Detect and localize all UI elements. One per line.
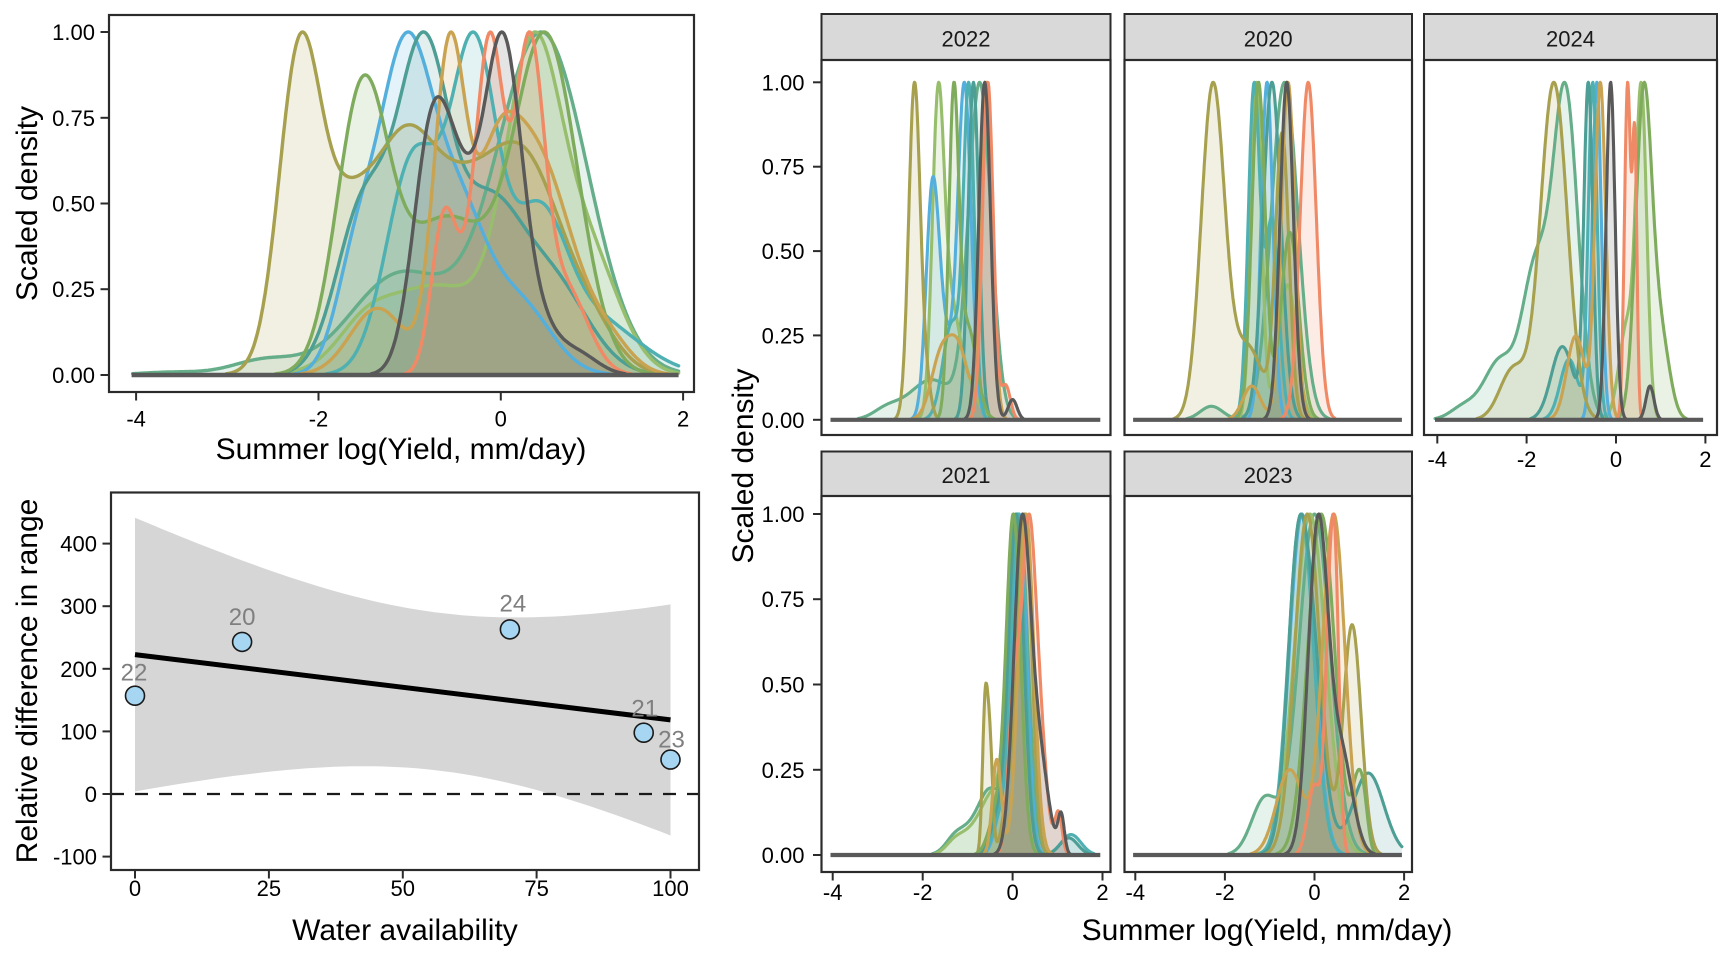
svg-text:Water availability: Water availability <box>292 914 518 947</box>
svg-text:100: 100 <box>652 876 689 901</box>
svg-text:0.50: 0.50 <box>762 239 805 264</box>
svg-text:-2: -2 <box>1517 447 1537 472</box>
svg-text:0: 0 <box>1610 447 1622 472</box>
svg-text:-2: -2 <box>1215 880 1235 905</box>
svg-text:0.75: 0.75 <box>762 587 805 612</box>
svg-text:23: 23 <box>658 727 685 754</box>
svg-text:2: 2 <box>1699 447 1711 472</box>
svg-text:0: 0 <box>1006 880 1018 905</box>
svg-text:0: 0 <box>1308 880 1320 905</box>
svg-text:1.00: 1.00 <box>762 502 805 527</box>
svg-text:-4: -4 <box>823 880 843 905</box>
svg-text:1.00: 1.00 <box>762 70 805 95</box>
svg-text:Scaled density: Scaled density <box>11 106 44 301</box>
svg-text:0: 0 <box>85 782 97 807</box>
svg-text:Summer log(Yield, mm/day): Summer log(Yield, mm/day) <box>1082 914 1453 947</box>
svg-text:0.25: 0.25 <box>762 758 805 783</box>
svg-text:0.50: 0.50 <box>52 192 95 217</box>
svg-text:-4: -4 <box>1126 880 1146 905</box>
svg-text:0.25: 0.25 <box>52 277 95 302</box>
svg-text:Relative difference in range: Relative difference in range <box>11 499 44 864</box>
svg-text:0.75: 0.75 <box>52 106 95 131</box>
svg-text:21: 21 <box>631 696 658 723</box>
svg-text:300: 300 <box>60 594 97 619</box>
svg-text:0.25: 0.25 <box>762 323 805 348</box>
svg-text:0: 0 <box>495 407 507 432</box>
svg-text:25: 25 <box>257 876 281 901</box>
svg-text:-4: -4 <box>1428 447 1448 472</box>
svg-text:24: 24 <box>500 590 527 617</box>
svg-text:-2: -2 <box>309 407 329 432</box>
svg-text:2020: 2020 <box>1244 27 1293 52</box>
svg-text:2021: 2021 <box>942 463 991 488</box>
svg-text:0.00: 0.00 <box>52 363 95 388</box>
svg-text:2: 2 <box>1398 880 1410 905</box>
svg-text:22: 22 <box>121 660 148 687</box>
svg-text:200: 200 <box>60 657 97 682</box>
svg-text:-2: -2 <box>913 880 933 905</box>
svg-text:Summer log(Yield, mm/day): Summer log(Yield, mm/day) <box>216 433 587 466</box>
svg-text:0.00: 0.00 <box>762 408 805 433</box>
svg-text:75: 75 <box>524 876 548 901</box>
svg-text:1.00: 1.00 <box>52 20 95 45</box>
svg-text:0.75: 0.75 <box>762 155 805 180</box>
svg-text:50: 50 <box>391 876 415 901</box>
svg-text:Scaled density: Scaled density <box>727 368 760 563</box>
svg-text:400: 400 <box>60 532 97 557</box>
svg-text:0: 0 <box>129 876 141 901</box>
svg-text:2: 2 <box>677 407 689 432</box>
svg-text:2022: 2022 <box>942 27 991 52</box>
svg-text:2023: 2023 <box>1244 463 1293 488</box>
svg-text:100: 100 <box>60 719 97 744</box>
svg-text:2024: 2024 <box>1546 27 1595 52</box>
svg-text:2: 2 <box>1096 880 1108 905</box>
svg-text:-100: -100 <box>53 845 97 870</box>
svg-text:0.50: 0.50 <box>762 673 805 698</box>
svg-text:0.00: 0.00 <box>762 843 805 868</box>
svg-text:20: 20 <box>229 604 256 631</box>
svg-text:-4: -4 <box>126 407 146 432</box>
